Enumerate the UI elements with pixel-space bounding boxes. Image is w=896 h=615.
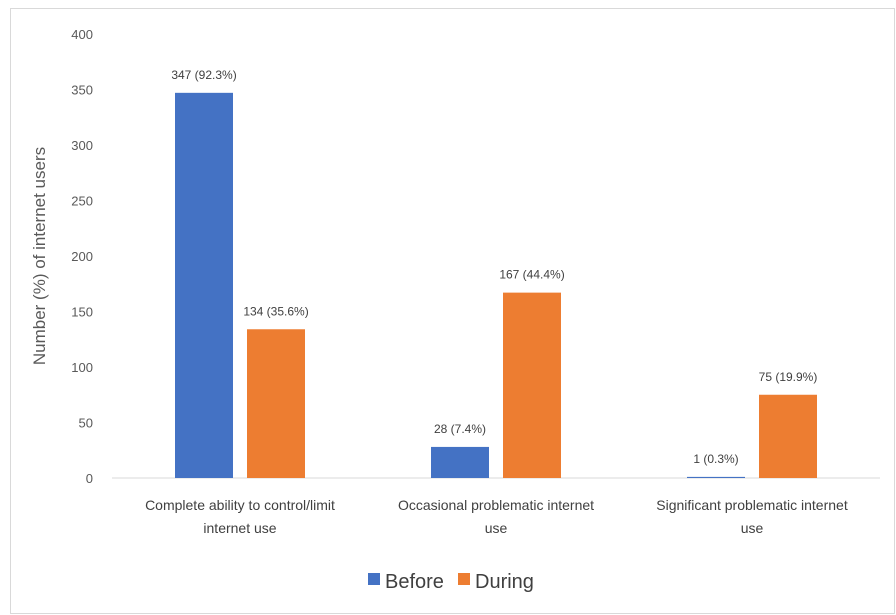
x-category-label: use (485, 520, 508, 536)
legend-swatch-before (368, 573, 380, 585)
y-tick-label: 200 (71, 249, 93, 264)
bar-during (247, 329, 305, 478)
x-category-label: Occasional problematic internet (398, 497, 594, 513)
legend-swatch-during (458, 573, 470, 585)
bar-before (175, 92, 233, 478)
y-tick-label: 150 (71, 305, 93, 320)
legend-label-during: During (475, 571, 534, 593)
bar-during (759, 394, 817, 478)
legend-label-before: Before (385, 571, 444, 593)
y-tick-label: 250 (71, 194, 93, 209)
data-label: 75 (19.9%) (759, 370, 818, 384)
data-label: 347 (92.3%) (171, 68, 236, 82)
bar-before (687, 476, 745, 478)
y-tick-label: 100 (71, 360, 93, 375)
x-category-label: internet use (203, 520, 276, 536)
x-category-label: Complete ability to control/limit (145, 497, 335, 513)
y-axis-title: Number (%) of internet users (30, 147, 49, 365)
data-label: 134 (35.6%) (243, 304, 308, 318)
y-tick-label: 350 (71, 83, 93, 98)
bar-during (503, 292, 561, 478)
data-label: 1 (0.3%) (693, 452, 738, 466)
data-label: 28 (7.4%) (434, 422, 486, 436)
bar-before (431, 446, 489, 478)
x-category-label: use (741, 520, 764, 536)
chart-frame (10, 8, 895, 614)
y-tick-label: 300 (71, 138, 93, 153)
data-label: 167 (44.4%) (499, 268, 564, 282)
x-category-label: Significant problematic internet (656, 497, 848, 513)
y-tick-label: 0 (86, 471, 93, 486)
y-tick-label: 400 (71, 27, 93, 42)
y-tick-label: 50 (79, 416, 93, 431)
